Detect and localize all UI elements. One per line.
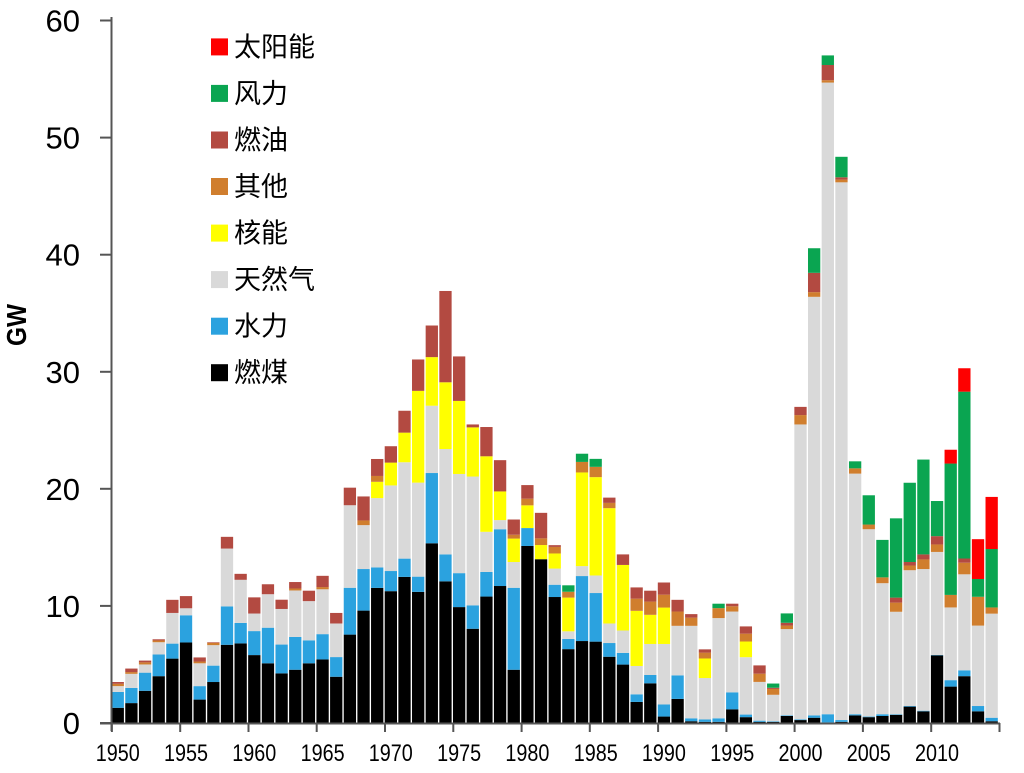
svg-text:1955: 1955 — [164, 740, 208, 767]
svg-text:1965: 1965 — [301, 740, 345, 767]
svg-text:2010: 2010 — [915, 740, 959, 767]
svg-text:1980: 1980 — [505, 740, 549, 767]
svg-text:2000: 2000 — [779, 740, 823, 767]
svg-text:30: 30 — [46, 355, 80, 390]
svg-text:天然气: 天然气 — [234, 265, 315, 295]
svg-text:1995: 1995 — [710, 740, 754, 767]
svg-text:40: 40 — [46, 238, 80, 273]
svg-text:1960: 1960 — [232, 740, 276, 767]
svg-text:1985: 1985 — [574, 740, 618, 767]
svg-text:燃油: 燃油 — [234, 126, 288, 156]
svg-text:核能: 核能 — [234, 219, 288, 249]
svg-text:燃煤: 燃煤 — [234, 358, 288, 388]
svg-text:其他: 其他 — [234, 172, 288, 202]
svg-text:水力: 水力 — [234, 312, 288, 342]
svg-text:太阳能: 太阳能 — [234, 32, 315, 62]
svg-text:60: 60 — [46, 4, 80, 39]
svg-text:50: 50 — [46, 121, 80, 156]
svg-text:2005: 2005 — [847, 740, 891, 767]
svg-text:1950: 1950 — [96, 740, 140, 767]
svg-text:风力: 风力 — [234, 79, 288, 109]
svg-text:20: 20 — [46, 472, 80, 507]
svg-text:0: 0 — [63, 706, 80, 741]
svg-text:10: 10 — [46, 589, 80, 624]
svg-text:1970: 1970 — [369, 740, 413, 767]
svg-text:1990: 1990 — [642, 740, 686, 767]
svg-text:1975: 1975 — [437, 740, 481, 767]
svg-text:GW: GW — [1, 304, 32, 346]
